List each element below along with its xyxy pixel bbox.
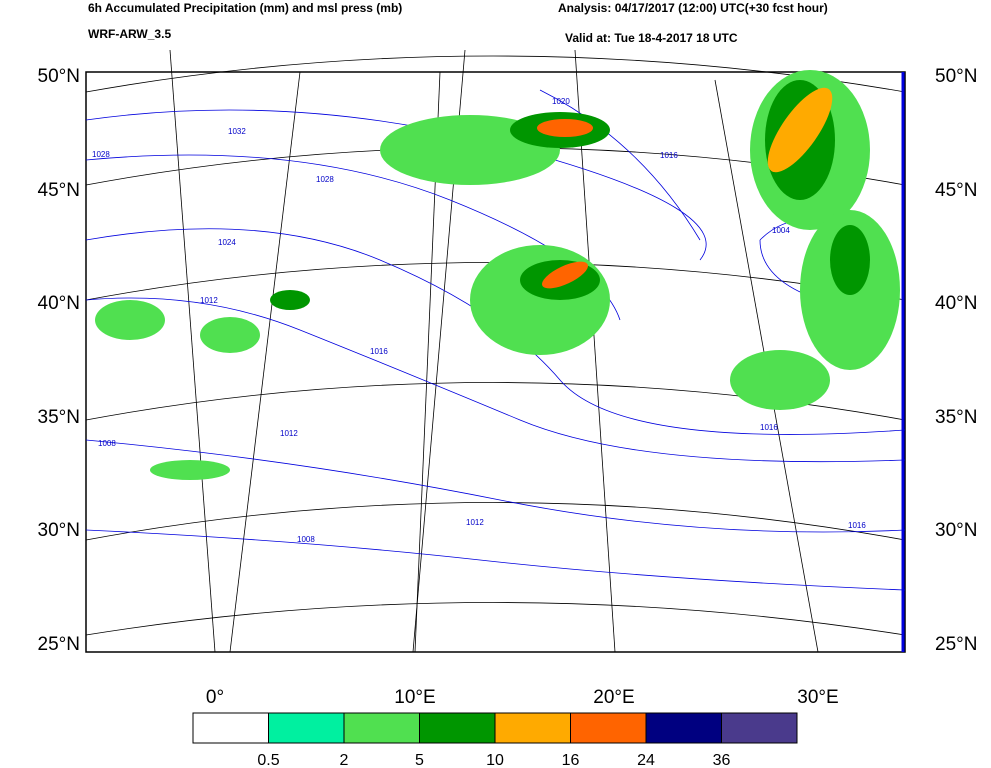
lat-label: 50°N <box>38 66 80 87</box>
isobar-label: 1028 <box>316 175 334 184</box>
isobar-label: 1016 <box>660 151 678 160</box>
legend-box <box>419 712 496 744</box>
lat-label: 30°N <box>38 520 80 541</box>
valid-time: Valid at: Tue 18-4-2017 18 UTC <box>565 31 738 45</box>
legend-label: 0.5 <box>257 752 279 768</box>
lat-label: 40°N <box>38 293 80 314</box>
lat-label: 40°N <box>935 293 977 314</box>
legend-box <box>494 712 571 744</box>
lon-label: 0° <box>206 687 224 708</box>
legend-label: 5 <box>415 752 424 768</box>
model: WRF-ARW_3.5 <box>88 27 171 41</box>
lat-label: 35°N <box>38 407 80 428</box>
map <box>85 49 906 653</box>
lat-label: 45°N <box>38 180 80 201</box>
isobar-label: 1012 <box>280 429 298 438</box>
isobar-label: 1032 <box>228 127 246 136</box>
isobar-label: 1012 <box>200 296 218 305</box>
lat-label: 35°N <box>935 407 977 428</box>
isobar-label: 1004 <box>772 226 790 235</box>
lat-label: 45°N <box>935 180 977 201</box>
legend-box <box>721 712 798 744</box>
isobar-label: 1028 <box>92 150 110 159</box>
isobar-label: 1016 <box>370 347 388 356</box>
title: 6h Accumulated Precipitation (mm) and ms… <box>88 1 402 15</box>
analysis: Analysis: 04/17/2017 (12:00) UTC(+30 fcs… <box>558 1 828 15</box>
legend-label: 24 <box>637 752 655 768</box>
legend-box <box>570 712 647 744</box>
lat-label: 25°N <box>935 634 977 655</box>
isobar-label: 1024 <box>218 238 236 247</box>
lat-label: 25°N <box>38 634 80 655</box>
legend-label: 36 <box>713 752 731 768</box>
legend-box <box>343 712 420 744</box>
legend-box <box>192 712 269 744</box>
lon-label: 20°E <box>593 687 634 708</box>
isobar-label: 1012 <box>466 518 484 527</box>
lat-label: 30°N <box>935 520 977 541</box>
precipitation <box>95 70 900 480</box>
isobar-label: 1008 <box>297 535 315 544</box>
legend-box <box>645 712 722 744</box>
isobar-label: 1020 <box>552 97 570 106</box>
lat-label: 50°N <box>935 66 977 87</box>
lon-label: 30°E <box>797 687 838 708</box>
isobar-label: 1016 <box>760 423 778 432</box>
isobar-label: 1008 <box>98 439 116 448</box>
lon-label: 10°E <box>394 687 435 708</box>
legend-label: 10 <box>486 752 504 768</box>
legend-box <box>268 712 345 744</box>
legend-label: 16 <box>562 752 580 768</box>
legend-label: 2 <box>340 752 349 768</box>
isobar-label: 1016 <box>848 521 866 530</box>
